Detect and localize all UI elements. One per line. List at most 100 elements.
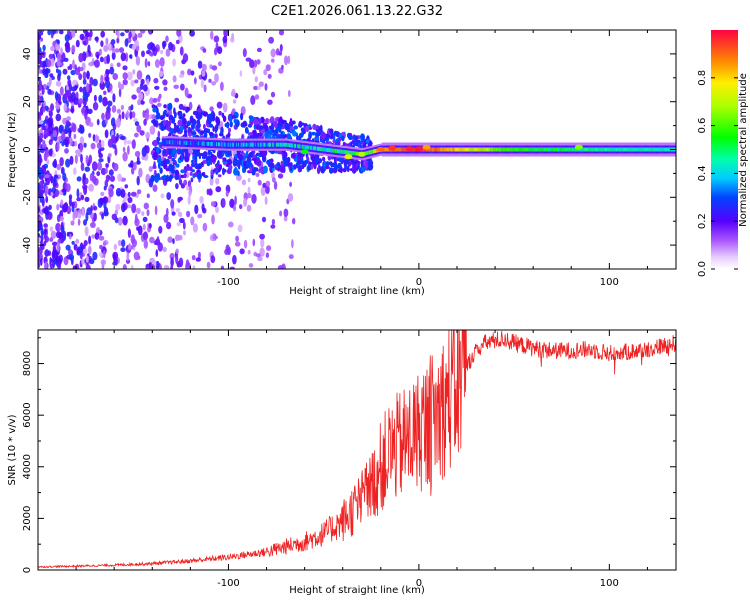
- noise-blob: [172, 238, 175, 245]
- noise-blob: [85, 264, 91, 269]
- noise-blob: [149, 51, 154, 57]
- noise-blob: [172, 58, 176, 67]
- noise-blob: [118, 47, 125, 53]
- noise-blob: [216, 46, 223, 54]
- ridge-cloud-blob: [167, 103, 172, 111]
- noise-blob: [61, 188, 67, 193]
- y-tick-label: 6000: [22, 402, 33, 427]
- noise-blob: [69, 137, 73, 147]
- noise-blob: [122, 65, 128, 71]
- x-tick-label: 100: [600, 578, 619, 589]
- noise-blob: [176, 30, 182, 37]
- noise-blob: [49, 226, 54, 233]
- noise-blob: [94, 59, 100, 68]
- ridge-cloud-blob: [164, 176, 170, 182]
- noise-blob: [92, 134, 96, 142]
- noise-blob: [126, 110, 130, 119]
- ridge-cloud-blob: [168, 174, 172, 182]
- ridge-cloud-blob: [316, 166, 321, 175]
- ridge-cloud-blob: [237, 153, 244, 161]
- ridge-cloud-blob: [289, 166, 293, 171]
- noise-blob: [162, 40, 167, 48]
- noise-blob: [197, 213, 203, 219]
- noise-blob: [114, 209, 119, 216]
- ridge-cloud-blob: [344, 163, 348, 170]
- ridge-cloud-blob: [152, 107, 157, 113]
- noise-blob: [72, 59, 75, 70]
- noise-blob: [175, 39, 180, 45]
- noise-blob: [96, 171, 101, 177]
- noise-blob: [112, 163, 119, 172]
- noise-blob: [265, 252, 270, 258]
- noise-blob: [83, 40, 86, 46]
- ridge-cloud-blob: [169, 128, 174, 134]
- noise-blob: [51, 186, 57, 194]
- noise-blob: [142, 231, 149, 241]
- ridge-cloud-blob: [159, 115, 165, 121]
- noise-blob: [111, 134, 117, 143]
- ridge-cloud-blob: [325, 161, 330, 167]
- noise-blob: [120, 104, 124, 111]
- noise-blob: [68, 254, 75, 261]
- noise-blob: [263, 69, 268, 76]
- noise-blob: [258, 81, 264, 87]
- noise-blob: [188, 189, 192, 197]
- noise-blob: [236, 173, 242, 182]
- ridge-cloud-blob: [171, 148, 178, 154]
- ridge-cloud-blob: [165, 158, 170, 165]
- noise-blob: [136, 189, 142, 195]
- noise-blob: [131, 167, 135, 175]
- noise-blob: [74, 64, 77, 72]
- ridge-cloud-blob: [231, 115, 237, 119]
- ridge-cloud-blob: [311, 131, 317, 136]
- noise-blob: [113, 243, 118, 251]
- noise-blob: [79, 66, 84, 72]
- ridge-cloud-blob: [350, 141, 353, 147]
- noise-blob: [209, 106, 214, 112]
- ridge-cloud-blob: [210, 169, 214, 176]
- noise-blob: [124, 30, 130, 33]
- snr-series-line: [38, 330, 676, 569]
- ridge-cloud-blob: [200, 161, 203, 166]
- ridge-cloud-blob: [186, 164, 190, 168]
- ridge-cloud-blob: [177, 111, 181, 116]
- noise-blob: [54, 91, 59, 100]
- noise-blob: [41, 87, 45, 95]
- noise-blob: [169, 252, 175, 260]
- noise-blob: [254, 94, 260, 100]
- ridge-cloud-blob: [212, 125, 215, 132]
- noise-blob: [49, 73, 54, 78]
- noise-blob: [66, 30, 71, 36]
- noise-blob: [271, 58, 275, 63]
- noise-blob: [287, 55, 291, 64]
- ridge-cloud-blob: [222, 167, 225, 176]
- noise-blob: [82, 71, 87, 80]
- noise-blob: [122, 79, 128, 86]
- noise-blob: [166, 192, 172, 201]
- ridge-cloud-blob: [269, 116, 275, 125]
- noise-blob: [74, 154, 78, 164]
- noise-blob: [54, 256, 59, 261]
- noise-blob: [208, 188, 213, 196]
- noise-blob: [180, 83, 185, 91]
- ridge-cloud-blob: [196, 172, 202, 180]
- noise-blob: [235, 235, 240, 242]
- noise-blob: [105, 163, 109, 168]
- noise-blob: [210, 30, 214, 40]
- ridge-cloud-blob: [261, 149, 268, 157]
- noise-blob: [50, 263, 53, 269]
- noise-blob: [65, 41, 70, 50]
- ridge-cloud-blob: [245, 163, 251, 168]
- noise-blob: [109, 175, 115, 182]
- noise-blob: [190, 70, 195, 76]
- noise-blob: [73, 133, 77, 140]
- ridge-cloud-blob: [286, 133, 292, 140]
- noise-blob: [201, 70, 206, 77]
- noise-blob: [98, 94, 103, 103]
- noise-blob: [121, 239, 126, 248]
- noise-blob: [109, 66, 115, 75]
- ridge-cloud-blob: [264, 131, 269, 139]
- noise-blob: [148, 223, 152, 229]
- noise-blob: [122, 264, 127, 269]
- noise-blob: [71, 44, 76, 54]
